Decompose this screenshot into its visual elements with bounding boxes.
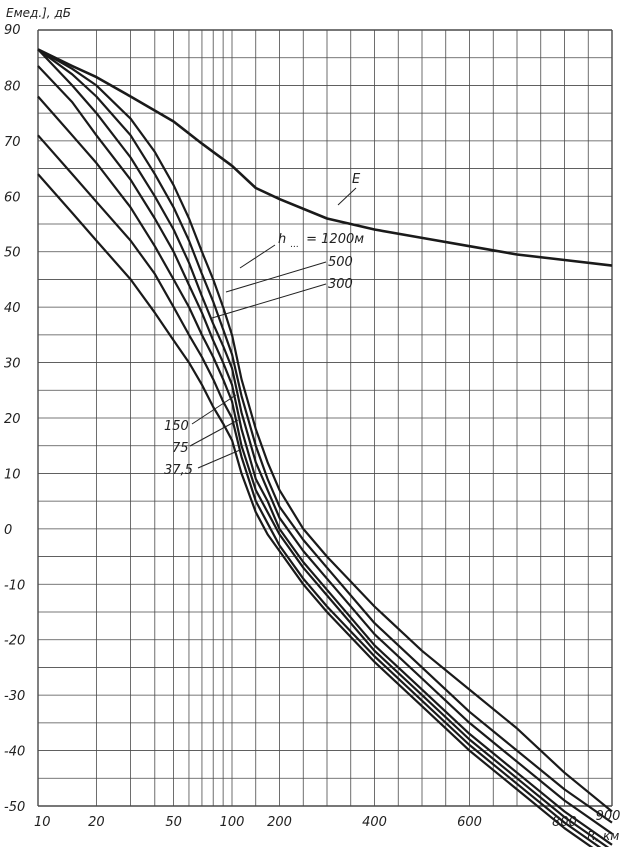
x-tick-label: 900 (596, 809, 621, 824)
leader-500 (225, 261, 327, 293)
y-tick-label: 70 (4, 135, 21, 150)
series-line-0 (37, 48, 613, 267)
y-tick-label: 90 (4, 23, 21, 38)
label-e: E (352, 172, 361, 187)
x-tick-label: 10 (34, 815, 51, 830)
y-tick-label: 10 (4, 467, 21, 482)
x-tick-label: 400 (362, 815, 387, 830)
y-tick-label: 30 (4, 357, 21, 372)
series-line-2 (37, 48, 613, 824)
label-300: 300 (328, 277, 353, 292)
x-tick-label: 20 (88, 815, 105, 830)
series-line-4 (37, 65, 613, 846)
curves (37, 48, 613, 847)
label-h-letter: h (278, 232, 286, 247)
label-37-5: 37,5 (164, 463, 193, 478)
y-axis-title: Eмед.], дБ (6, 6, 71, 20)
x-tick-label: 50 (165, 815, 182, 830)
x-axis-title: R, км (587, 829, 619, 843)
x-tick-label: 100 (220, 815, 245, 830)
x-tick-label: 600 (457, 815, 482, 830)
y-tick-label: 20 (4, 412, 21, 427)
label-h-1200: h ... = 1200м (278, 232, 364, 251)
leader-1200 (239, 244, 276, 269)
y-tick-label: 80 (4, 79, 21, 94)
y-tick-label: 50 (4, 246, 21, 261)
leader-150 (191, 394, 237, 425)
series-line-7 (37, 173, 594, 847)
y-tick-label: -10 (4, 578, 25, 593)
leader-e (337, 187, 357, 206)
label-500: 500 (328, 255, 353, 270)
y-tick-label: -40 (4, 745, 25, 760)
y-tick-label: -50 (4, 800, 25, 815)
y-tick-label: -30 (4, 689, 25, 704)
y-tick-label: 60 (4, 190, 21, 205)
label-h-sub: ... (290, 240, 299, 250)
series-line-6 (37, 134, 602, 847)
label-h-value: = 1200м (306, 232, 364, 247)
label-150: 150 (164, 419, 189, 434)
y-tick-label: 40 (4, 301, 21, 316)
x-tick-label: 800 (552, 815, 577, 830)
label-75: 75 (172, 441, 189, 456)
series-line-1 (37, 48, 613, 813)
x-tick-label: 200 (267, 815, 292, 830)
curve-labels: E h ... = 1200м 500 300 150 75 37,5 (164, 172, 364, 478)
grid (37, 29, 613, 807)
leader-300 (211, 283, 327, 319)
y-tick-label: 0 (4, 523, 12, 538)
leader-75 (189, 419, 239, 447)
series-line-3 (37, 48, 613, 835)
series-line-5 (37, 95, 610, 847)
leader-37-5 (197, 449, 241, 469)
y-tick-label: -20 (4, 634, 25, 649)
